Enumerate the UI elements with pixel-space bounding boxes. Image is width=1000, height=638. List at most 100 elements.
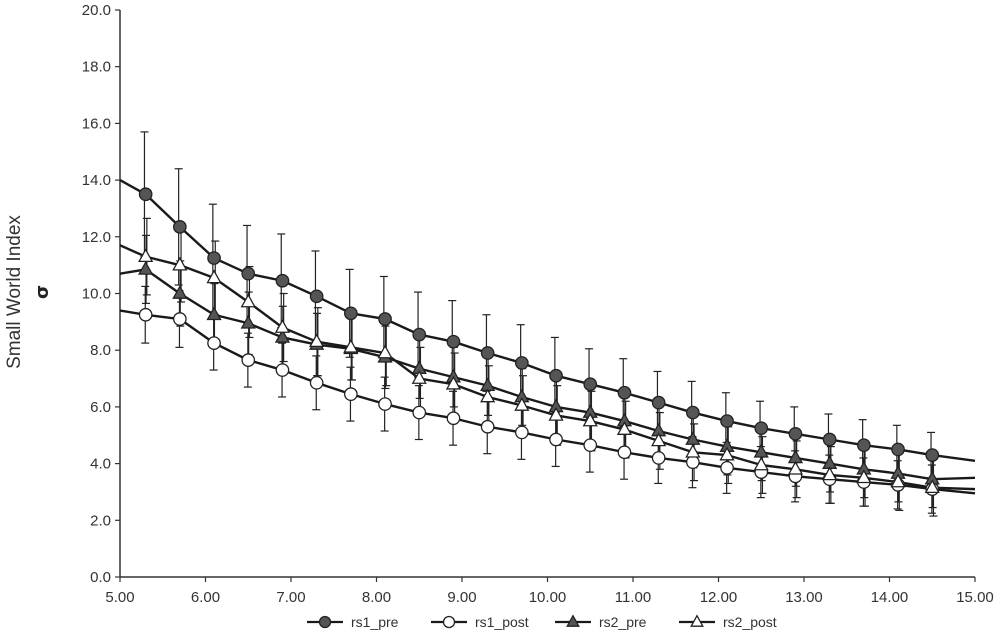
point-rs2_pre (138, 260, 154, 275)
legend-item-rs1_post: rs1_post (431, 614, 529, 630)
point-rs1_pre (275, 273, 290, 288)
x-tick-label: 14.00 (871, 589, 909, 606)
y-tick-label: 18.0 (82, 59, 111, 76)
point-rs2_post (856, 469, 872, 484)
point-rs1_post (617, 445, 632, 460)
point-rs1_pre (720, 414, 734, 428)
point-rs1_post (207, 336, 221, 350)
y-tick-label: 12.0 (82, 229, 111, 246)
y-tick-label: 10.0 (82, 286, 111, 303)
x-tick-label: 10.00 (529, 589, 567, 606)
legend-item-rs1_pre: rs1_pre (307, 614, 399, 630)
x-tick-label: 6.00 (191, 589, 220, 606)
legend: rs1_pre rs1_post rs2_pre rs2_post (307, 614, 777, 630)
point-rs2_post (582, 412, 598, 427)
y-tick-label: 14.0 (82, 172, 111, 189)
x-tick-label: 9.00 (447, 589, 476, 606)
legend-marker (566, 614, 580, 627)
y-tick-label: 2.0 (90, 512, 111, 529)
point-rs1_post (583, 438, 598, 453)
point-rs2_pre (172, 285, 188, 299)
point-rs1_pre (378, 312, 392, 326)
point-rs1_pre (514, 356, 529, 370)
axes: 0.0 2.0 4.0 6.0 8.0 10.0 12.0 14.0 16.0 18.0 20.0 5… (82, 2, 994, 606)
point-rs1_pre (549, 368, 563, 383)
point-rs2_post (411, 370, 427, 384)
point-rs2_post (719, 446, 735, 461)
point-rs1_post (138, 307, 153, 322)
point-rs1_post (720, 461, 734, 475)
legend-marker (690, 614, 704, 627)
point-rs2_post (651, 432, 667, 447)
legend-item-rs2_post: rs2_post (679, 614, 777, 630)
point-rs1_pre (446, 334, 461, 349)
point-rs1_pre (617, 385, 632, 400)
y-tick-label: 0.0 (90, 569, 111, 586)
x-tick-label: 12.00 (700, 589, 738, 606)
legend-label: rs1_pre (351, 614, 399, 630)
x-tick-label: 13.00 (785, 589, 823, 606)
point-rs1_post (173, 312, 187, 326)
point-rs1_post (549, 432, 563, 447)
point-rs2_post (172, 256, 188, 271)
point-rs1_post (446, 411, 461, 426)
point-rs1_pre (343, 306, 358, 321)
legend-label: rs2_post (723, 614, 777, 630)
point-rs1_post (514, 425, 529, 440)
point-rs2_post (514, 397, 530, 411)
point-rs2_pre (206, 306, 222, 321)
point-rs2_post (138, 248, 154, 263)
point-rs2_post (377, 344, 393, 359)
point-rs2_post (309, 333, 325, 348)
point-rs1_pre (925, 448, 940, 462)
point-rs1_pre (685, 405, 700, 420)
point-rs2_post (240, 293, 256, 308)
point-rs1_post (412, 405, 427, 420)
point-rs1_pre (241, 266, 256, 281)
y-tick-label: 20.0 (82, 2, 111, 19)
point-rs2_pre (274, 329, 291, 343)
point-rs2_post (787, 460, 804, 475)
x-tick-label: 15.00 (956, 589, 994, 606)
legend-marker (442, 615, 456, 629)
point-rs1_post (480, 419, 495, 434)
x-tick-label: 8.00 (362, 589, 391, 606)
legend-label: rs2_pre (599, 614, 647, 630)
point-rs1_pre (788, 426, 803, 441)
point-rs2_post (206, 269, 222, 284)
point-rs1_post (651, 451, 666, 465)
point-rs1_pre (173, 220, 187, 234)
legend-marker (318, 615, 332, 629)
point-rs2_post (753, 456, 769, 471)
point-rs1_post (275, 363, 290, 377)
point-rs1_post (685, 455, 700, 470)
point-rs2_post (480, 388, 496, 403)
y-tick-label: 8.0 (90, 342, 111, 359)
point-rs1_pre (309, 289, 324, 304)
x-tick-label: 7.00 (276, 589, 305, 606)
data-markers (138, 187, 940, 496)
point-rs1_pre (754, 421, 769, 436)
point-rs1_pre (856, 438, 871, 453)
point-rs2_pre (240, 314, 256, 329)
y-tick-label: 6.0 (90, 399, 111, 416)
y-axis-symbol: σ (32, 285, 53, 299)
error-bars (140, 131, 938, 517)
y-tick-label: 4.0 (90, 456, 111, 473)
point-rs1_pre (412, 327, 427, 342)
y-tick-label: 16.0 (82, 115, 111, 132)
point-rs2_post (343, 338, 359, 353)
point-rs2_post (616, 421, 633, 435)
point-rs1_post (241, 353, 256, 367)
point-rs1_post (343, 387, 358, 401)
x-tick-label: 5.00 (105, 589, 134, 606)
legend-item-rs2_pre: rs2_pre (555, 614, 647, 630)
legend-label: rs1_post (475, 614, 529, 630)
point-rs2_post (274, 319, 291, 333)
y-axis-title: Small World Index (4, 215, 25, 369)
point-rs2_post (445, 375, 462, 390)
point-rs1_pre (138, 187, 153, 202)
point-rs1_pre (891, 442, 905, 457)
point-rs2_post (685, 443, 701, 458)
